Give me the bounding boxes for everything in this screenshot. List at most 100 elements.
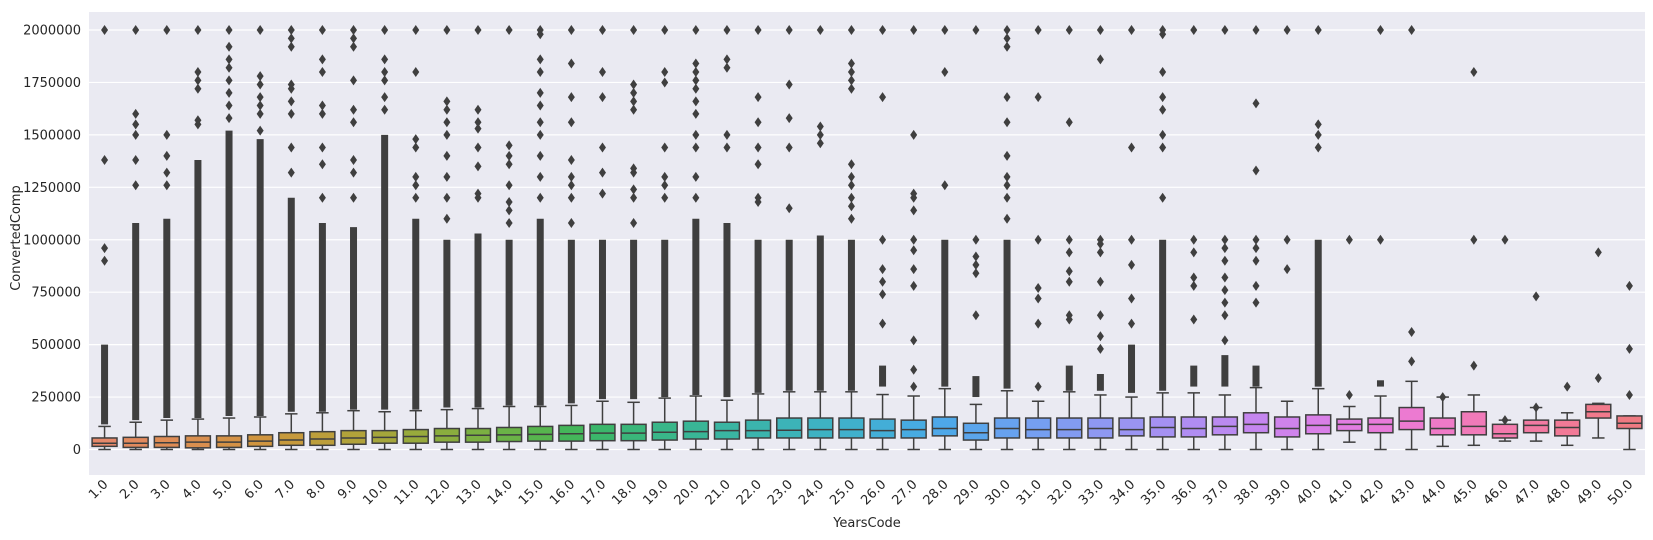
outlier-point xyxy=(505,140,513,151)
outlier-point xyxy=(350,192,358,203)
outlier-point xyxy=(1314,129,1322,140)
outlier-point xyxy=(505,196,513,207)
y-tick-label: 1000000 xyxy=(23,233,81,248)
box-42.0 xyxy=(1367,25,1394,451)
x-tick-label: 44.0 xyxy=(1418,477,1449,508)
box-iqr xyxy=(651,421,678,441)
outlier-point xyxy=(630,192,638,203)
plot-background xyxy=(89,12,1645,475)
y-axis-label: ConvertedComp xyxy=(9,185,24,291)
outlier-point xyxy=(1065,266,1073,277)
outlier-point xyxy=(256,108,264,119)
outlier-point xyxy=(225,62,233,73)
outlier-point xyxy=(101,25,109,35)
x-tick-label: 7.0 xyxy=(273,477,298,502)
box-16.0 xyxy=(558,25,585,451)
outlier-point xyxy=(132,119,140,130)
box-19.0 xyxy=(651,25,678,451)
outlier-point xyxy=(1190,247,1198,258)
box-15.0 xyxy=(527,25,554,451)
outlier-point xyxy=(847,180,855,191)
outlier-point xyxy=(412,134,420,145)
outlier-point xyxy=(598,92,606,103)
outlier-point xyxy=(910,234,918,245)
outlier-point xyxy=(692,192,700,203)
outlier-point xyxy=(318,25,326,35)
outlier-point xyxy=(1128,293,1136,304)
outlier-point xyxy=(847,83,855,94)
outlier-point xyxy=(1065,310,1073,321)
y-tick-label: 500000 xyxy=(31,338,81,353)
x-tick-label: 16.0 xyxy=(547,477,578,508)
outlier-point xyxy=(225,41,233,52)
outlier-point xyxy=(350,117,358,128)
outlier-point xyxy=(816,121,824,132)
outlier-point xyxy=(350,75,358,86)
x-tick-label: 6.0 xyxy=(242,477,267,502)
outlier-point xyxy=(1190,314,1198,325)
box-iqr xyxy=(1024,417,1052,439)
box-24.0 xyxy=(807,25,834,451)
box-4.0 xyxy=(184,25,212,451)
box-26.0 xyxy=(869,25,896,451)
outlier-point xyxy=(318,159,326,170)
outlier-point xyxy=(1128,259,1136,270)
x-tick-label: 29.0 xyxy=(952,477,983,508)
outlier-point xyxy=(1034,282,1042,293)
outlier-point xyxy=(443,117,451,128)
x-axis-label: YearsCode xyxy=(832,516,901,531)
outlier-point xyxy=(350,167,358,178)
outlier-point xyxy=(287,108,295,119)
outlier-point xyxy=(536,192,544,203)
box-27.0 xyxy=(900,25,927,451)
outlier-point xyxy=(101,243,109,254)
outlier-point xyxy=(287,167,295,178)
outlier-point xyxy=(910,245,918,256)
box-2.0 xyxy=(122,25,149,451)
outlier-point xyxy=(1594,373,1602,384)
outlier-point xyxy=(318,100,326,111)
outlier-point xyxy=(1065,247,1073,258)
outlier-point xyxy=(443,192,451,203)
outlier-point xyxy=(1345,234,1353,245)
box-iqr xyxy=(1118,417,1145,437)
box-38.0 xyxy=(1242,25,1270,451)
outlier-point xyxy=(412,66,420,77)
x-tick-label: 49.0 xyxy=(1574,477,1605,508)
box-20.0 xyxy=(682,25,710,451)
x-tick-label: 34.0 xyxy=(1107,477,1138,508)
x-tick-label: 21.0 xyxy=(703,477,734,508)
outlier-point xyxy=(1096,25,1104,35)
outlier-point xyxy=(567,192,575,203)
x-tick-label: 11.0 xyxy=(392,477,423,508)
x-tick-label: 22.0 xyxy=(734,477,765,508)
outlier-point xyxy=(1532,402,1540,413)
outlier-point xyxy=(567,217,575,228)
box-iqr xyxy=(153,435,180,449)
outlier-point xyxy=(505,150,513,161)
outlier-point xyxy=(754,25,762,35)
outlier-point xyxy=(1003,25,1011,35)
outlier-point xyxy=(1501,415,1509,426)
outlier-point xyxy=(256,79,264,90)
box-33.0 xyxy=(1087,25,1114,451)
outlier-point xyxy=(661,142,669,153)
x-tick-label: 19.0 xyxy=(640,477,671,508)
outlier-point xyxy=(1470,234,1478,245)
outlier-point xyxy=(536,171,544,182)
outlier-point xyxy=(723,54,731,65)
x-tick-label: 39.0 xyxy=(1263,477,1294,508)
outlier-point xyxy=(318,108,326,119)
box-21.0 xyxy=(713,25,741,451)
outlier-point xyxy=(879,289,887,300)
box-iqr xyxy=(962,422,990,441)
outlier-point xyxy=(1314,142,1322,153)
outlier-point xyxy=(910,205,918,216)
outlier-point xyxy=(381,25,389,35)
outlier-point xyxy=(1221,25,1229,35)
outlier-point xyxy=(847,171,855,182)
outlier-point xyxy=(879,318,887,329)
x-tick-label: 36.0 xyxy=(1170,477,1201,508)
x-tick-label: 48.0 xyxy=(1543,477,1574,508)
